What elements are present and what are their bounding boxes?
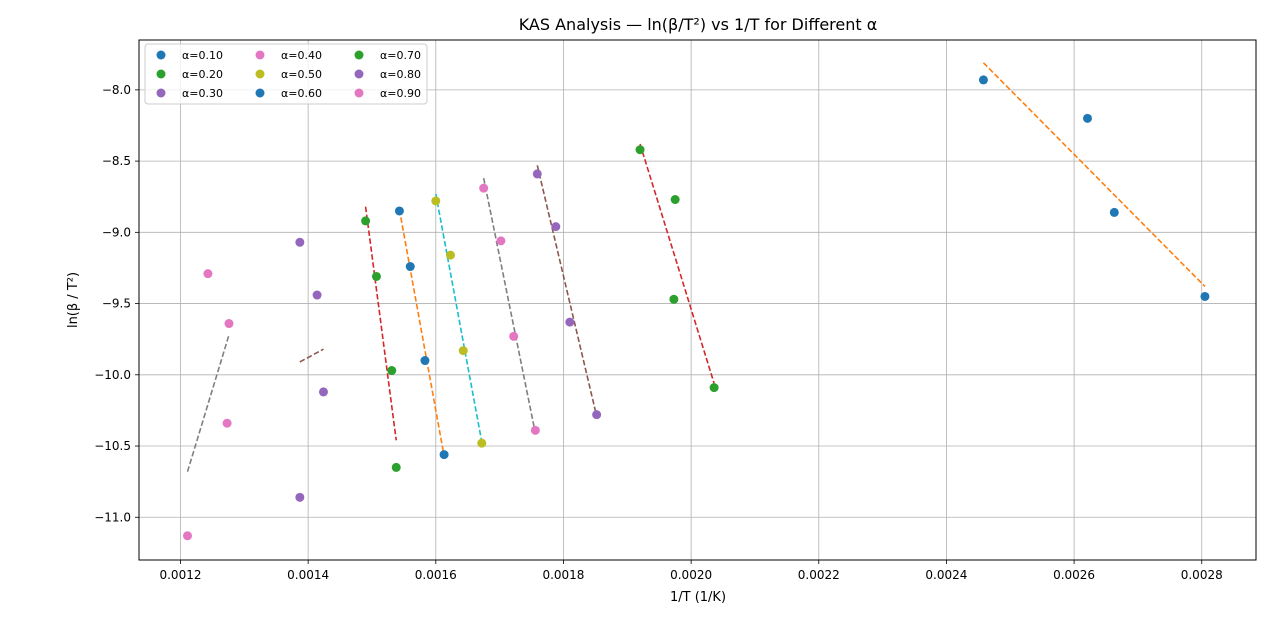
data-point — [295, 237, 305, 247]
data-point — [635, 145, 645, 155]
fit-line — [299, 348, 324, 363]
data-point — [203, 269, 213, 279]
data-point — [592, 410, 602, 420]
y-tick-label: −8.0 — [102, 83, 131, 97]
fit-line — [435, 193, 483, 442]
fit-line — [364, 206, 398, 441]
data-point — [445, 250, 455, 260]
data-point — [530, 425, 540, 435]
data-point — [509, 331, 519, 341]
legend-label: α=0.70 — [380, 49, 421, 62]
data-point — [1109, 207, 1119, 217]
x-tick-label: 0.0026 — [1053, 568, 1095, 582]
legend-label: α=0.30 — [182, 87, 223, 100]
legend-label: α=0.10 — [182, 49, 223, 62]
data-point — [371, 271, 381, 281]
legend-marker — [354, 88, 364, 98]
data-point — [669, 294, 679, 304]
chart-title: KAS Analysis — ln(β/T²) vs 1/T for Diffe… — [519, 15, 878, 34]
y-tick-label: −10.0 — [94, 368, 131, 382]
data-point — [391, 462, 401, 472]
data-point — [479, 183, 489, 193]
fit-lines — [186, 62, 1206, 472]
data-point — [183, 531, 193, 541]
x-tick-label: 0.0022 — [798, 568, 840, 582]
data-point — [222, 418, 232, 428]
x-tick-label: 0.0024 — [925, 568, 967, 582]
data-point — [458, 346, 468, 356]
x-tick-label: 0.0012 — [159, 568, 201, 582]
legend-box — [144, 43, 428, 105]
data-point — [565, 317, 575, 327]
legend-label: α=0.40 — [281, 49, 322, 62]
legend-marker — [354, 69, 364, 79]
fit-line — [536, 165, 598, 417]
x-tick-label: 0.0016 — [415, 568, 457, 582]
data-point — [405, 262, 415, 272]
data-point — [477, 438, 487, 448]
data-point — [978, 75, 988, 85]
y-tick-label: −10.5 — [94, 439, 131, 453]
legend-marker — [255, 88, 265, 98]
y-tick-label: −8.5 — [102, 154, 131, 168]
data-point — [532, 169, 542, 179]
data-point — [709, 383, 719, 393]
legend-label: α=0.60 — [281, 87, 322, 100]
data-point — [318, 387, 328, 397]
y-tick-label: −11.0 — [94, 510, 131, 524]
data-point — [496, 236, 506, 246]
legend-label: α=0.20 — [182, 68, 223, 81]
legend-marker — [156, 69, 166, 79]
legend-label: α=0.80 — [380, 68, 421, 81]
fit-line — [482, 178, 537, 434]
x-axis-ticks: 0.0012 0.0014 0.0016 0.0018 0.0020 0.0022 0.00… — [159, 560, 1223, 582]
fit-line — [639, 143, 715, 384]
data-point — [224, 319, 234, 329]
data-point — [551, 222, 561, 232]
data-points — [183, 75, 1210, 541]
x-tick-label: 0.0018 — [542, 568, 584, 582]
fit-line — [398, 209, 445, 457]
fit-line — [982, 62, 1206, 288]
data-point — [1200, 291, 1210, 301]
y-axis-ticks: −11.0 −10.5 −10.0 −9.5 −9.0 −8.5 −8.0 — [94, 83, 139, 524]
legend-marker — [255, 69, 265, 79]
legend-marker — [156, 50, 166, 60]
legend-label: α=0.90 — [380, 87, 421, 100]
y-tick-label: −9.5 — [102, 297, 131, 311]
x-tick-label: 0.0028 — [1181, 568, 1223, 582]
grid — [139, 40, 1256, 560]
x-axis-label: 1/T (1/K) — [670, 590, 726, 605]
data-point — [1082, 113, 1092, 123]
y-tick-label: −9.0 — [102, 225, 131, 239]
data-point — [439, 450, 449, 460]
fit-line — [186, 334, 230, 472]
plot-frame — [138, 39, 1257, 561]
data-point — [670, 195, 680, 205]
legend: α=0.10 α=0.20 α=0.30 α=0.40 α=0.50 α=0.60 α=0.… — [144, 43, 428, 105]
data-point — [394, 206, 404, 216]
data-point — [312, 290, 322, 300]
legend-marker — [156, 88, 166, 98]
legend-marker — [255, 50, 265, 60]
x-tick-label: 0.0020 — [670, 568, 712, 582]
data-point — [295, 492, 305, 502]
data-point — [431, 196, 441, 206]
y-axis-label: ln(β / T²) — [66, 272, 81, 328]
data-point — [420, 356, 430, 366]
legend-marker — [354, 50, 364, 60]
data-point — [387, 366, 397, 376]
legend-label: α=0.50 — [281, 68, 322, 81]
x-tick-label: 0.0014 — [287, 568, 329, 582]
data-point — [361, 216, 371, 226]
